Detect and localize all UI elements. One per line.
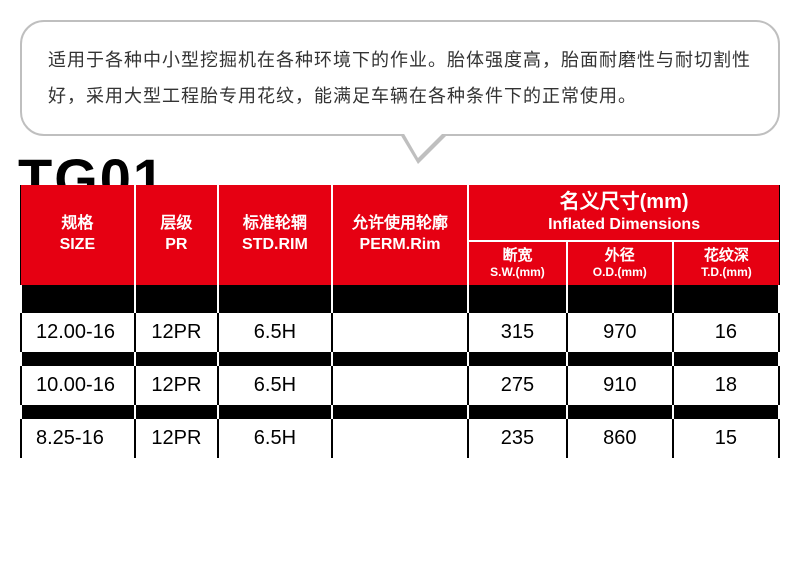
col-size: 规格SIZE: [21, 185, 135, 285]
cell-od: 860: [567, 419, 673, 458]
cell-size: 12.00-16: [21, 313, 135, 352]
col-td: 花纹深T.D.(mm): [673, 241, 779, 285]
cell-pr: 12PR: [135, 313, 218, 352]
cell-size: 8.25-16: [21, 419, 135, 458]
cell-stdrim: 6.5H: [218, 366, 332, 405]
spec-table: 规格SIZE 层级PR 标准轮辋STD.RIM 允许使用轮廓PERM.Rim 名…: [20, 185, 780, 458]
cell-td: 18: [673, 366, 779, 405]
cell-td: 15: [673, 419, 779, 458]
cell-permrim: [332, 313, 468, 352]
cell-permrim: [332, 419, 468, 458]
table-row: 12.00-16 12PR 6.5H 315 970 16: [21, 313, 779, 352]
cell-stdrim: 6.5H: [218, 419, 332, 458]
col-pr: 层级PR: [135, 185, 218, 285]
cell-sw: 315: [468, 313, 567, 352]
table-body: 12.00-16 12PR 6.5H 315 970 16 10.00-16 1…: [21, 285, 779, 458]
cell-pr: 12PR: [135, 419, 218, 458]
cell-td: 16: [673, 313, 779, 352]
cell-permrim: [332, 366, 468, 405]
col-od: 外径O.D.(mm): [567, 241, 673, 285]
bubble-box: 适用于各种中小型挖掘机在各种环境下的作业。胎体强度高，胎面耐磨性与耐切割性好，采…: [20, 20, 780, 136]
col-group-dimensions: 名义尺寸(mm)Inflated Dimensions: [468, 185, 779, 241]
cell-sw: 275: [468, 366, 567, 405]
col-permrim: 允许使用轮廓PERM.Rim: [332, 185, 468, 285]
cell-size: 10.00-16: [21, 366, 135, 405]
cell-sw: 235: [468, 419, 567, 458]
table-row: 8.25-16 12PR 6.5H 235 860 15: [21, 419, 779, 458]
cell-stdrim: 6.5H: [218, 313, 332, 352]
col-stdrim: 标准轮辋STD.RIM: [218, 185, 332, 285]
bubble-text: 适用于各种中小型挖掘机在各种环境下的作业。胎体强度高，胎面耐磨性与耐切割性好，采…: [48, 42, 752, 114]
spec-table-wrap: 规格SIZE 层级PR 标准轮辋STD.RIM 允许使用轮廓PERM.Rim 名…: [20, 185, 780, 458]
description-bubble: 适用于各种中小型挖掘机在各种环境下的作业。胎体强度高，胎面耐磨性与耐切割性好，采…: [20, 20, 780, 136]
cell-pr: 12PR: [135, 366, 218, 405]
table-row: 10.00-16 12PR 6.5H 275 910 18: [21, 366, 779, 405]
cell-od: 970: [567, 313, 673, 352]
col-sw: 断宽S.W.(mm): [468, 241, 567, 285]
cell-od: 910: [567, 366, 673, 405]
